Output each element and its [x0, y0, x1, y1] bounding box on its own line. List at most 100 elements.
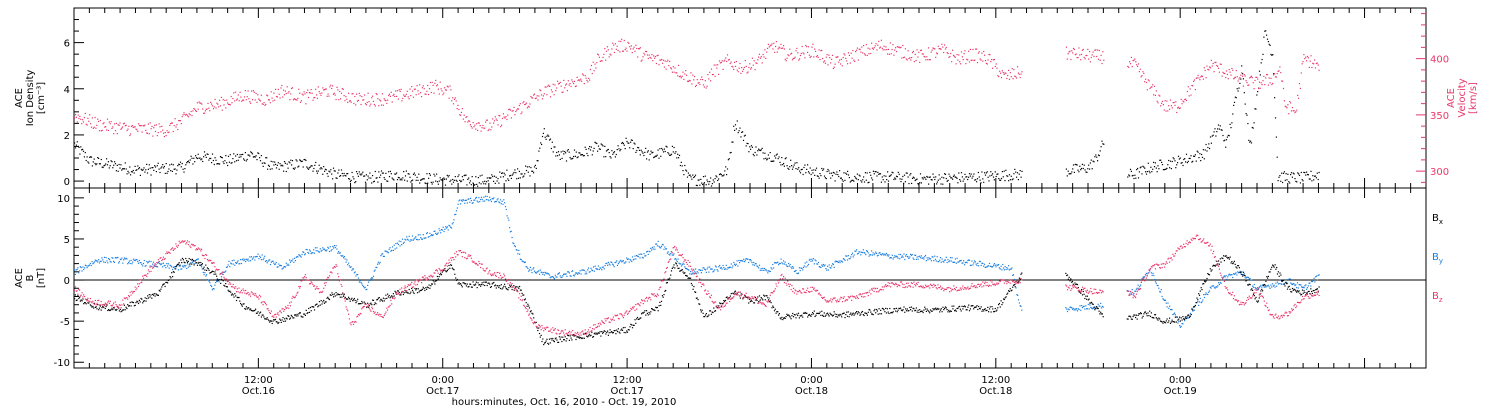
velocity-point	[866, 54, 868, 56]
ion-density-point	[743, 135, 745, 137]
by-point	[1285, 279, 1287, 281]
velocity-point	[211, 103, 213, 105]
bx-point	[583, 337, 585, 339]
velocity-point	[869, 48, 871, 50]
velocity-point	[860, 51, 862, 53]
by-point	[431, 234, 433, 237]
velocity-point	[1135, 61, 1137, 63]
by-point	[1296, 282, 1299, 284]
bx-point	[545, 340, 547, 342]
ion-density-point	[408, 173, 410, 175]
ion-density-point	[460, 181, 462, 183]
by-point	[848, 258, 850, 260]
by-point	[445, 226, 447, 228]
velocity-point	[757, 59, 759, 61]
bx-point	[190, 258, 192, 261]
bx-point	[460, 283, 462, 285]
bx-point	[465, 285, 467, 287]
bx-point	[129, 301, 131, 304]
ion-density-point	[464, 174, 466, 176]
ion-density-point	[351, 171, 353, 174]
bx-point	[322, 301, 324, 303]
bx-point	[658, 305, 660, 307]
velocity-point	[762, 54, 764, 56]
velocity-point	[123, 122, 125, 124]
bx-point	[475, 283, 477, 285]
by-point	[908, 257, 910, 260]
by-point	[142, 265, 144, 267]
by-point	[680, 265, 683, 267]
by-point	[858, 251, 860, 253]
bx-point	[742, 298, 744, 300]
ion-density-point	[919, 173, 922, 175]
velocity-point	[648, 54, 650, 56]
velocity-point	[805, 44, 807, 47]
by-point	[682, 262, 684, 264]
by-point	[153, 265, 155, 267]
velocity-point	[675, 72, 677, 74]
ion-density-point	[458, 174, 460, 176]
velocity-point	[503, 116, 505, 118]
velocity-point	[1090, 56, 1092, 59]
by-point	[323, 248, 326, 250]
by-point	[636, 255, 638, 257]
bx-point	[261, 314, 263, 316]
ion-density-point	[174, 168, 176, 170]
bx-point	[431, 283, 433, 285]
velocity-point	[964, 50, 966, 52]
bx-point	[648, 311, 650, 314]
ion-density-point	[695, 184, 697, 186]
ion-density-point	[905, 172, 907, 174]
velocity-point	[1246, 82, 1248, 84]
ion-density-point	[756, 154, 758, 156]
by-point	[304, 254, 306, 256]
bx-point	[612, 332, 614, 334]
velocity-point	[1217, 67, 1220, 69]
by-point	[1099, 305, 1101, 307]
velocity-point	[632, 48, 634, 50]
by-point	[533, 270, 536, 272]
by-point	[1313, 277, 1315, 279]
by-point	[666, 252, 668, 254]
ion-density-point	[114, 163, 117, 165]
by-point	[660, 245, 663, 247]
by-point	[225, 266, 228, 268]
ion-density-point	[935, 176, 937, 178]
bx-point	[406, 292, 409, 294]
by-point	[330, 250, 332, 252]
by-point	[299, 254, 301, 256]
ion-density-point	[971, 177, 973, 179]
by-point	[542, 273, 544, 275]
ion-density-point	[519, 177, 521, 179]
velocity-point	[508, 108, 510, 111]
ion-density-point	[113, 164, 115, 166]
ion-density-point	[1097, 154, 1100, 156]
bx-point	[334, 295, 336, 297]
velocity-point	[1078, 47, 1080, 49]
bx-point	[367, 306, 370, 308]
velocity-point	[622, 50, 624, 52]
by-point	[1086, 308, 1088, 310]
by-point	[773, 262, 776, 264]
bx-point	[234, 293, 236, 295]
by-point	[665, 248, 667, 250]
ion-density-point	[575, 151, 577, 153]
by-point	[1009, 268, 1011, 270]
velocity-point	[777, 48, 779, 50]
by-point	[1311, 280, 1313, 283]
velocity-point	[931, 49, 933, 51]
bx-point	[407, 292, 409, 294]
bx-point	[677, 267, 679, 269]
b-tick-label: 5	[64, 235, 70, 246]
by-point	[592, 270, 594, 272]
bx-point	[317, 306, 319, 308]
ion-density-point	[906, 172, 908, 174]
ion-density-point	[398, 177, 400, 179]
velocity-point	[212, 108, 214, 110]
bx-point	[230, 294, 233, 296]
ion-density-point	[675, 151, 677, 153]
by-point	[1019, 305, 1021, 307]
velocity-point	[251, 99, 254, 101]
ion-density-point	[782, 164, 784, 166]
